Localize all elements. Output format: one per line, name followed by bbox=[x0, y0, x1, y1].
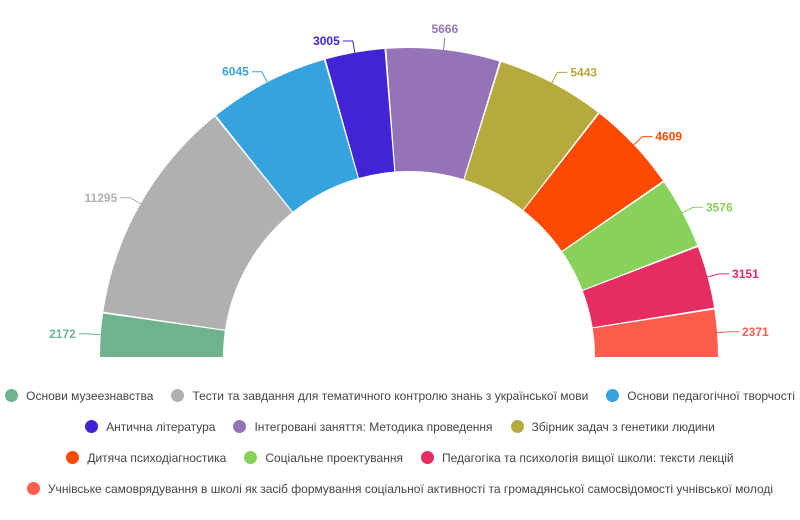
legend-dot-icon bbox=[66, 451, 80, 464]
slice-8 bbox=[562, 182, 698, 290]
data-label-9: 3151 bbox=[732, 267, 759, 281]
leader-line-6 bbox=[551, 71, 568, 84]
legend-dot-icon bbox=[171, 389, 185, 402]
legend-dot-icon bbox=[420, 451, 434, 464]
legend-dot-icon bbox=[606, 389, 620, 402]
legend-dot-icon bbox=[85, 420, 99, 433]
slice-3 bbox=[216, 59, 358, 212]
leader-line-4 bbox=[342, 40, 356, 53]
data-label-3: 6045 bbox=[222, 65, 249, 79]
semicircle-donut-chart: 2172 11295 6045 3005 5666 5443 4609 3576 3151 237… bbox=[49, 22, 769, 357]
legend-label: Збірник задач з генетики людини bbox=[531, 419, 715, 434]
legend-label: Антична література bbox=[106, 419, 216, 434]
legend-item-3[interactable]: Основи педагогічної творчості bbox=[606, 389, 795, 403]
legend-dot-icon bbox=[5, 389, 19, 402]
legend-dot-icon bbox=[233, 420, 247, 433]
leader-line-9 bbox=[707, 273, 730, 278]
data-label-8: 3576 bbox=[706, 200, 733, 214]
legend-item-8[interactable]: Соціальне проектування bbox=[244, 451, 403, 465]
slice-1 bbox=[100, 313, 225, 357]
data-label-5: 5666 bbox=[431, 22, 458, 36]
legend-label: Соціальне проектування bbox=[265, 450, 403, 465]
legend-row-3: Дитяча психодіагностика Соціальне проекту… bbox=[0, 442, 800, 473]
legend-label: Учнівське самоврядування в школі як засі… bbox=[47, 481, 774, 496]
leader-line-8 bbox=[682, 206, 703, 214]
data-label-1: 2172 bbox=[49, 327, 76, 341]
chart-leader-lines bbox=[78, 37, 740, 336]
legend-dot-icon bbox=[510, 420, 524, 433]
data-label-4: 3005 bbox=[313, 34, 340, 48]
legend-dot-icon bbox=[26, 482, 40, 495]
slice-6 bbox=[464, 62, 598, 210]
data-label-7: 4609 bbox=[655, 130, 682, 144]
legend-row-4: Учнівське самоврядування в школі як засі… bbox=[0, 473, 800, 504]
slice-9 bbox=[582, 247, 715, 328]
data-label-6: 5443 bbox=[570, 65, 597, 79]
slice-7 bbox=[523, 113, 663, 251]
leader-line-2 bbox=[120, 197, 141, 205]
chart-data-labels: 2172 11295 6045 3005 5666 5443 4609 3576 3151 237… bbox=[49, 22, 769, 341]
legend-item-7[interactable]: Дитяча психодіагностика bbox=[66, 451, 226, 465]
legend-item-6[interactable]: Збірник задач з генетики людини bbox=[510, 419, 715, 434]
leader-line-7 bbox=[633, 136, 653, 146]
legend-item-2[interactable]: Тести та завдання для тематичного контро… bbox=[171, 389, 588, 403]
slice-4 bbox=[325, 48, 395, 178]
legend-item-4[interactable]: Антична література bbox=[85, 420, 215, 434]
legend-item-10[interactable]: Учнівське самоврядування в школі як засі… bbox=[26, 481, 774, 496]
legend-label: Дитяча психодіагностика bbox=[87, 450, 227, 465]
slice-2 bbox=[103, 116, 293, 330]
leader-line-3 bbox=[251, 71, 268, 83]
legend-item-5[interactable]: Інтегровані заняття: Методика проведення bbox=[233, 419, 493, 434]
legend-label: Тести та завдання для тематичного контро… bbox=[192, 388, 589, 403]
legend-row-1: Основи музеезнавства Тести та завдання дл… bbox=[0, 380, 800, 411]
legend-label: Основи педагогічної творчості bbox=[627, 388, 795, 403]
legend-item-9[interactable]: Педагогіка та психологія вищої школи: те… bbox=[420, 450, 734, 465]
slice-5 bbox=[386, 48, 500, 180]
legend-dot-icon bbox=[244, 451, 258, 464]
legend-label: Інтегровані заняття: Методика проведення bbox=[254, 419, 493, 434]
legend-item-1[interactable]: Основи музеезнавства bbox=[5, 389, 153, 403]
legend-label: Педагогіка та психологія вищої школи: те… bbox=[441, 450, 734, 465]
data-label-10: 2371 bbox=[742, 325, 769, 339]
legend-row-2: Антична література Інтегровані заняття: М… bbox=[0, 411, 800, 442]
data-label-2: 11295 bbox=[85, 191, 118, 205]
chart-legend: Основи музеезнавства Тести та завдання дл… bbox=[0, 380, 800, 504]
leader-line-5 bbox=[442, 37, 446, 50]
leader-line-10 bbox=[717, 331, 740, 334]
leader-line-1 bbox=[78, 333, 101, 336]
chart-slices bbox=[100, 48, 718, 357]
legend-label: Основи музеезнавства bbox=[26, 388, 154, 403]
slice-10 bbox=[592, 309, 718, 357]
